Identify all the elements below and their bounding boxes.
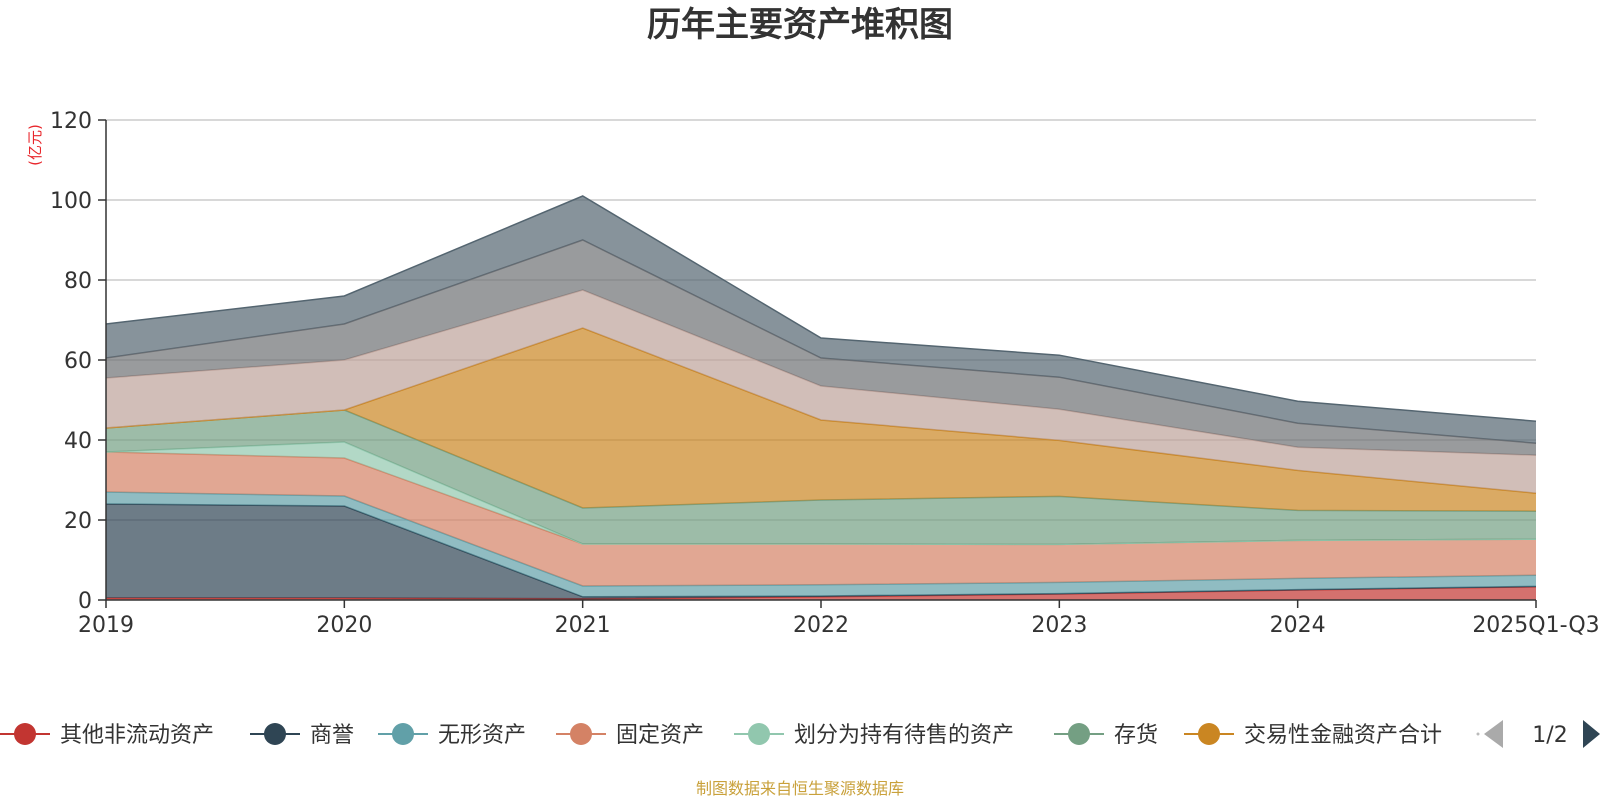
legend-marker [392,723,414,745]
legend-marker [264,723,286,745]
legend-label: 交易性金融资产合计 [1244,723,1442,748]
legend-item-7: 交易性金融资产合计 [1184,723,1442,748]
legend-label: 商誉 [310,723,354,748]
y-tick-label: 60 [64,349,92,374]
legend-next-page-icon[interactable] [1583,720,1600,748]
area-series-line-10 [105,195,1537,422]
area-series-7 [106,328,1536,512]
y-tick-label: 20 [64,509,92,534]
x-tick-label: 2022 [793,613,849,638]
legend-overflow-dot [1476,732,1480,736]
area-series-5 [106,442,1536,545]
area-series-8 [106,290,1536,494]
x-tick-label: 2019 [78,613,134,638]
y-tick-label: 0 [78,589,92,614]
x-tick-label: 2025Q1-Q3 [1472,613,1599,638]
area-series-group [105,195,1537,600]
area-series-2 [106,504,1536,599]
chart-title: 历年主要资产堆积图 [647,5,953,45]
legend-item-2: 商誉 [250,723,354,748]
x-tick-label: 2021 [555,613,611,638]
x-tick-label: 2020 [316,613,372,638]
legend-item-4: 固定资产 [556,723,704,748]
area-series-10 [106,196,1536,444]
y-tick-label: 120 [50,109,92,134]
legend-marker [570,723,592,745]
y-tick-label: 80 [64,269,92,294]
legend-page-indicator: 1/2 [1532,723,1567,748]
area-series-9 [106,240,1536,456]
legend-item-5: 划分为持有待售的资产 [734,723,1014,748]
legend-marker [748,723,770,745]
axes: 0 20 40 60 80 100 120 2019 2020 2021 2022 2023 2024 2… [50,109,1600,638]
area-series-6 [106,410,1536,545]
area-series-1 [106,586,1536,600]
legend-label: 无形资产 [438,723,526,748]
legend-label: 存货 [1114,723,1158,748]
y-tick-label: 40 [64,429,92,454]
x-tick-label: 2024 [1270,613,1326,638]
x-tick-label: 2023 [1031,613,1087,638]
area-series-4 [106,452,1536,586]
legend-label: 划分为持有待售的资产 [794,723,1014,748]
y-axis-unit-label: (亿元) [26,124,44,166]
legend-item-1: 其他非流动资产 [0,723,214,748]
y-tick-label: 100 [50,189,92,214]
legend: 其他非流动资产 商誉 无形资产 固定资产 划分为持有待售的资产 存货 交易性金融资产合计 1/… [0,720,1600,748]
area-series-3 [106,492,1536,597]
legend-item-3: 无形资产 [378,723,526,748]
legend-marker [1198,723,1220,745]
legend-marker [14,723,36,745]
legend-item-6: 存货 [1054,723,1158,748]
legend-marker [1068,723,1090,745]
data-source-note: 制图数据来自恒生聚源数据库 [696,779,904,798]
legend-label: 其他非流动资产 [60,723,214,748]
legend-prev-page-icon[interactable] [1484,720,1503,748]
legend-label: 固定资产 [616,723,704,748]
